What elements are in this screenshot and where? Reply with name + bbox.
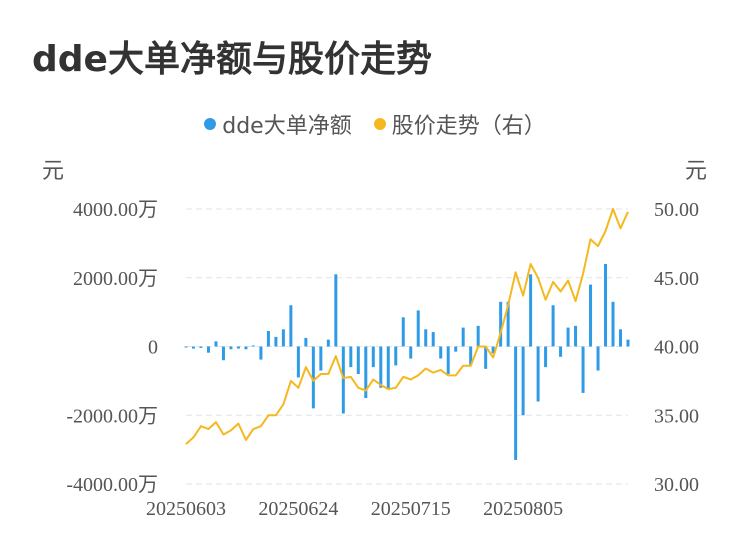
x-axis-tick-label: 20250805 (483, 498, 563, 520)
bar-dde-37 (461, 327, 465, 347)
bar-dde-21 (341, 346, 345, 414)
left-axis-tick-label: 0 (148, 337, 158, 359)
bar-dde-13 (281, 329, 285, 347)
bar-dde-40 (484, 346, 488, 369)
bar-dde-42 (499, 301, 503, 347)
bar-dde-16 (304, 337, 308, 347)
legend-item-price[interactable]: 股价走势（右） (373, 108, 546, 140)
bar-dde-58 (619, 329, 623, 347)
bar-dde-25 (371, 346, 375, 368)
bar-dde-9 (251, 345, 255, 347)
bar-dde-19 (326, 339, 330, 347)
bar-dde-48 (544, 346, 548, 368)
bar-dde-38 (469, 346, 473, 366)
bar-dde-28 (394, 346, 398, 366)
x-axis-tick-label: 20250603 (146, 498, 226, 520)
bar-dde-53 (581, 346, 585, 393)
bar-dde-26 (379, 346, 383, 388)
bar-dde-17 (311, 346, 315, 409)
bar-dde-45 (521, 346, 525, 416)
bar-dde-2 (199, 346, 203, 348)
bar-dde-0 (184, 346, 188, 348)
right-axis-tick-label: 45.00 (654, 268, 699, 290)
line-series (185, 208, 629, 445)
bar-dde-54 (589, 284, 593, 347)
bar-dde-39 (476, 325, 480, 347)
bar-dde-55 (596, 346, 600, 371)
bar-dde-15 (296, 346, 300, 378)
bar-dde-36 (454, 346, 458, 352)
x-axis-tick-label: 20250715 (371, 498, 451, 520)
bar-dde-18 (319, 346, 323, 371)
bar-dde-6 (229, 346, 233, 350)
bar-dde-57 (611, 301, 615, 347)
bar-dde-56 (604, 264, 608, 347)
bar-dde-14 (289, 305, 293, 347)
price-line (185, 208, 629, 445)
right-axis-tick-label: 40.00 (654, 337, 699, 359)
bar-dde-30 (409, 346, 413, 359)
right-axis-tick-label: 35.00 (654, 405, 699, 427)
x-axis-tick-label: 20250624 (258, 498, 338, 520)
bar-dde-50 (559, 346, 563, 357)
chart-legend: dde大单净额 股价走势（右） (0, 108, 750, 140)
chart-title: dde大单净额与股价走势 (32, 39, 432, 80)
bar-dde-12 (274, 336, 278, 347)
bar-dde-46 (529, 274, 533, 347)
bar-dde-4 (214, 341, 218, 347)
axes: 4000.00万 50.00 2000.00万 45.00 0 40.00 -2000.00… (42, 159, 707, 520)
legend-dot-icon-dde (204, 118, 217, 130)
bar-dde-27 (386, 346, 390, 390)
left-axis-tick-label: 2000.00万 (73, 268, 158, 290)
bar-dde-31 (416, 310, 420, 347)
left-axis-tick-label: -2000.00万 (66, 405, 158, 427)
bar-dde-32 (424, 329, 428, 347)
legend-label-dde: dde大单净额 (222, 114, 352, 139)
legend-item-dde[interactable]: dde大单净额 (204, 108, 352, 140)
bar-dde-49 (551, 305, 555, 347)
bar-dde-1 (191, 346, 195, 349)
right-axis-tick-label: 50.00 (654, 199, 699, 221)
bar-dde-43 (506, 301, 510, 347)
bar-dde-8 (244, 346, 248, 350)
bar-dde-11 (266, 331, 270, 347)
bar-dde-3 (206, 346, 210, 353)
right-axis-unit: 元 (685, 159, 707, 184)
bar-dde-23 (356, 346, 360, 374)
bar-dde-5 (221, 346, 225, 361)
bar-dde-44 (514, 346, 518, 460)
bar-dde-22 (349, 346, 353, 368)
bar-dde-59 (626, 339, 630, 347)
bar-dde-35 (446, 346, 450, 374)
bar-dde-41 (491, 346, 495, 354)
bar-series (184, 264, 630, 460)
bar-dde-29 (401, 317, 405, 347)
bar-dde-10 (259, 346, 263, 360)
bar-dde-51 (566, 327, 570, 347)
bar-dde-52 (574, 325, 578, 347)
left-axis-tick-label: 4000.00万 (73, 199, 158, 221)
bar-dde-33 (431, 332, 435, 347)
left-axis-unit: 元 (42, 159, 64, 184)
bar-dde-20 (334, 274, 338, 347)
bar-dde-34 (439, 346, 443, 359)
legend-dot-icon-price (373, 118, 386, 130)
bar-dde-24 (364, 346, 368, 399)
legend-label-price: 股价走势（右） (391, 114, 546, 139)
bar-dde-47 (536, 346, 540, 402)
bar-dde-7 (236, 346, 240, 349)
left-axis-tick-label: -4000.00万 (66, 474, 158, 496)
right-axis-tick-label: 30.00 (654, 474, 699, 496)
